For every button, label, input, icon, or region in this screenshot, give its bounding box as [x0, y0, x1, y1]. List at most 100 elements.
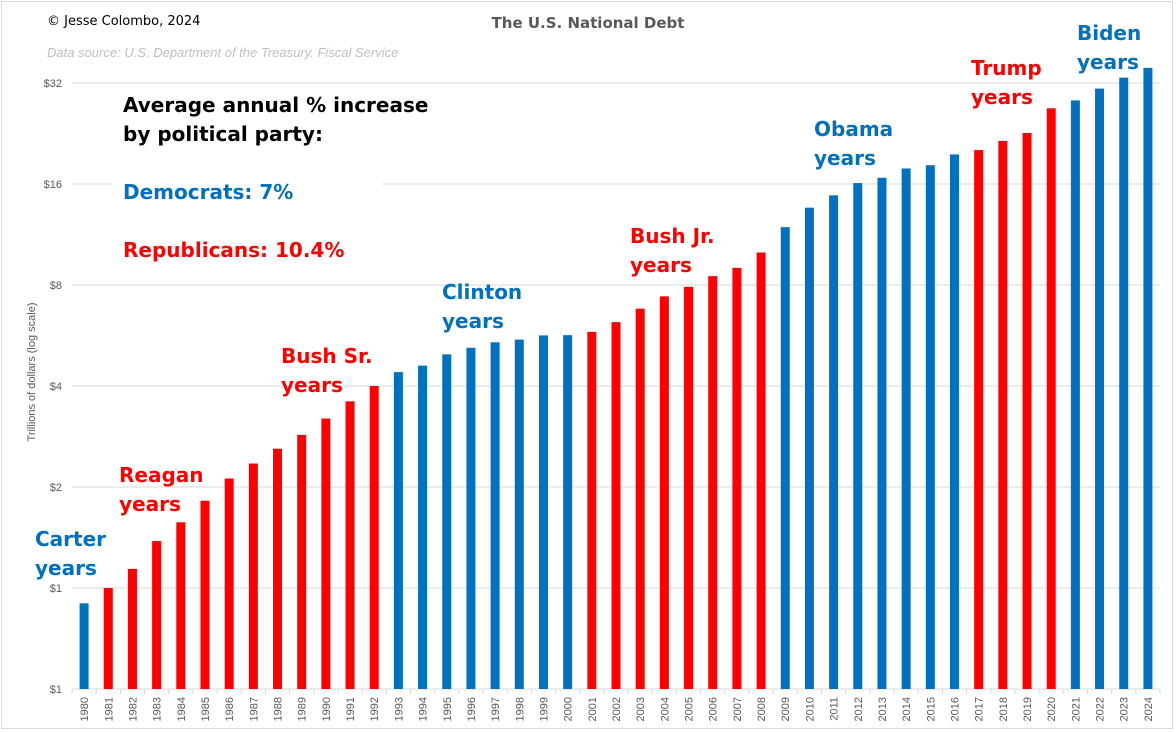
y-tick-label: $1 [50, 583, 62, 595]
bar-2011 [829, 195, 839, 689]
y-tick-label: $2 [50, 482, 62, 494]
x-tick-label: 2015 [925, 697, 937, 721]
bar-1990 [321, 418, 331, 689]
y-tick-label: $16 [44, 179, 62, 191]
x-tick-label: 1988 [273, 697, 285, 721]
x-tick-label: 2005 [684, 697, 696, 721]
x-tick-label: 1989 [297, 697, 309, 721]
data-source-text: Data source: U.S. Department of the Trea… [47, 45, 399, 60]
x-tick-label: 2017 [974, 697, 986, 721]
bar-1994 [418, 365, 428, 689]
bar-2021 [1070, 100, 1080, 690]
bar-2022 [1095, 88, 1105, 690]
bar-1986 [224, 478, 234, 689]
bar-2008 [756, 252, 766, 689]
era-label-clinton: Clinton years [442, 280, 523, 333]
era-label-trump: Trump years [971, 56, 1042, 109]
y-axis-ticks: $1 $1 $2 $4 $8 $16 $32 [44, 78, 62, 696]
x-tick-label: 1984 [176, 697, 188, 721]
x-tick-label: 2013 [877, 697, 889, 721]
bar-2020 [1046, 108, 1056, 689]
bar-2015 [925, 165, 935, 689]
x-tick-label: 1996 [466, 697, 478, 721]
era-label-obama: Obama years [814, 117, 894, 170]
bar-2013 [877, 177, 887, 689]
bar-1988 [273, 448, 283, 689]
era-label-carter: Carter years [35, 527, 107, 580]
bar-2002 [611, 322, 621, 689]
bar-2023 [1119, 77, 1129, 690]
bar-1993 [393, 372, 403, 689]
era-label-bush-sr: Bush Sr. years [281, 344, 373, 397]
bar-1982 [127, 568, 137, 689]
x-tick-label: 1997 [490, 697, 502, 721]
bar-2024 [1143, 67, 1153, 689]
x-tick-label: 2008 [756, 697, 768, 721]
x-tick-label: 2006 [708, 697, 720, 721]
copyright-text: © Jesse Colombo, 2024 [47, 14, 201, 29]
x-tick-label: 1991 [345, 697, 357, 721]
bar-1999 [538, 335, 548, 689]
bar-2010 [804, 207, 814, 690]
bar-1980 [79, 603, 89, 689]
y-tick-label: $4 [50, 381, 62, 393]
bar-2006 [708, 276, 718, 689]
bar-2019 [1022, 133, 1032, 690]
bar-1992 [369, 386, 379, 689]
x-axis: 1980 1981 1982 1983 1984 1985 1986 1987 1988 1989… [71, 689, 1161, 721]
bar-2001 [587, 331, 597, 689]
x-tick-label: 1980 [79, 697, 91, 721]
y-tick-label: $1 [50, 684, 62, 696]
x-tick-label: 1987 [248, 697, 260, 721]
x-tick-label: 1994 [418, 697, 430, 721]
x-tick-label: 1981 [103, 697, 115, 721]
x-tick-label: 2020 [1046, 697, 1058, 721]
x-tick-label: 1993 [393, 697, 405, 721]
bar-1983 [152, 541, 162, 689]
x-tick-label: 2001 [587, 697, 599, 721]
x-tick-label: 1995 [442, 697, 454, 721]
x-tick-label: 2011 [829, 697, 841, 721]
x-tick-label: 2012 [853, 697, 865, 721]
bar-1996 [466, 347, 476, 689]
republicans-stat: Republicans: 10.4% [123, 238, 345, 262]
x-tick-label: 1998 [514, 697, 526, 721]
chart-title: The U.S. National Debt [491, 14, 685, 32]
bar-2018 [998, 140, 1008, 689]
x-tick-label: 2007 [732, 697, 744, 721]
x-tick-label: 2014 [901, 697, 913, 721]
x-tick-label: 1983 [152, 697, 164, 721]
bar-2005 [684, 286, 694, 689]
democrats-stat: Democrats: 7% [123, 180, 294, 204]
x-tick-label: 2021 [1070, 697, 1082, 721]
x-tick-label: 2003 [635, 697, 647, 721]
bar-2004 [659, 296, 669, 689]
x-tick-label: 1985 [200, 697, 212, 721]
bar-1987 [248, 463, 258, 689]
summary-box [112, 90, 382, 265]
y-tick-label: $8 [50, 280, 62, 292]
bar-2009 [780, 227, 790, 690]
x-tick-label: 1982 [127, 697, 139, 721]
bar-2014 [901, 168, 911, 689]
x-tick-label: 1992 [369, 697, 381, 721]
x-tick-label: 1986 [224, 697, 236, 721]
bar-1995 [442, 354, 452, 689]
summary-heading-line1: Average annual % increase [123, 93, 429, 117]
bar-1991 [345, 401, 355, 689]
bar-1985 [200, 500, 210, 689]
x-tick-label: 2010 [804, 697, 816, 721]
x-tick-label: 2009 [780, 697, 792, 721]
x-tick-label: 2023 [1119, 697, 1131, 721]
x-tick-label: 1990 [321, 697, 333, 721]
x-tick-label: 2004 [659, 697, 671, 721]
era-label-reagan: Reagan years [119, 463, 204, 516]
x-tick-label: 2019 [1022, 697, 1034, 721]
bar-1989 [297, 434, 307, 689]
bar-2003 [635, 308, 645, 689]
bar-1997 [490, 342, 500, 689]
bar-2012 [853, 183, 863, 689]
bar-1981 [103, 588, 113, 689]
